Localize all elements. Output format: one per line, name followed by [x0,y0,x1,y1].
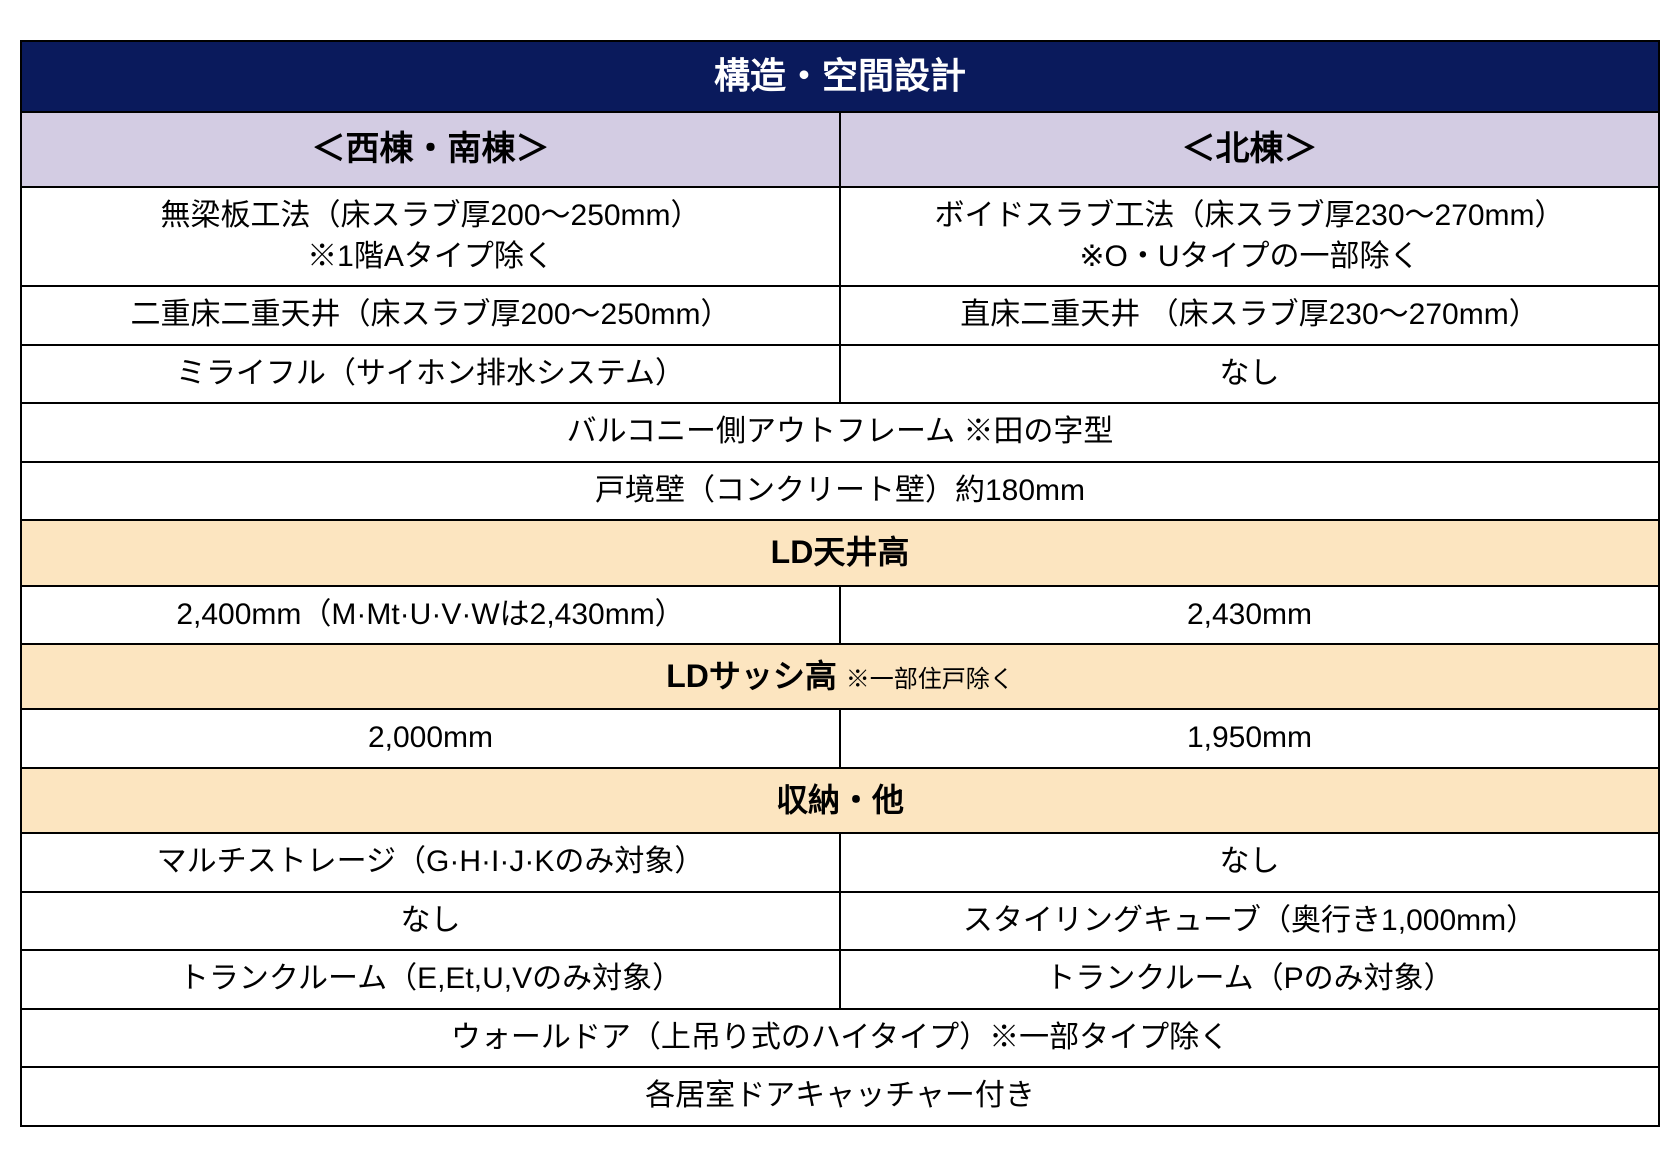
cell-span: バルコニー側アウトフレーム ※田の字型 [21,403,1659,462]
cell-span: ウォールドア（上吊り式のハイタイプ）※一部タイプ除く [21,1009,1659,1068]
cell-left: 2,400mm（M·Mt·U·V·Wは2,430mm） [21,586,840,645]
cell-left: なし [21,892,840,951]
cell-right: ボイドスラブ工法（床スラブ厚230〜270mm）※O・Uタイプの一部除く [840,187,1659,286]
section-row: LD天井高 [21,520,1659,585]
cell-left: 2,000mm [21,709,840,768]
cell-right: なし [840,345,1659,404]
section-label: 収納・他 [776,782,904,818]
cell-left: ミライフル（サイホン排水システム） [21,345,840,404]
section-row: 収納・他 [21,768,1659,833]
section-label: LDサッシ高 [666,658,837,694]
section-header-storage: 収納・他 [21,768,1659,833]
table-row: 戸境壁（コンクリート壁）約180mm [21,462,1659,521]
table-row: なし スタイリングキューブ（奥行き1,000mm） [21,892,1659,951]
table-row: マルチストレージ（G·H·I·J·Kのみ対象） なし [21,833,1659,892]
cell-left: 無梁板工法（床スラブ厚200〜250mm）※1階Aタイプ除く [21,187,840,286]
table-row: トランクルーム（E,Et,U,Vのみ対象） トランクルーム（Pのみ対象） [21,950,1659,1009]
table-row: 各居室ドアキャッチャー付き [21,1067,1659,1126]
cell-right: なし [840,833,1659,892]
table-title: 構造・空間設計 [21,41,1659,112]
cell-left: 二重床二重天井（床スラブ厚200〜250mm） [21,286,840,345]
cell-right: スタイリングキューブ（奥行き1,000mm） [840,892,1659,951]
cell-right: 直床二重天井 （床スラブ厚230〜270mm） [840,286,1659,345]
section-note: ※一部住戸除く [846,666,1014,693]
table-row: 無梁板工法（床スラブ厚200〜250mm）※1階Aタイプ除く ボイドスラブ工法（… [21,187,1659,286]
cell-right: 2,430mm [840,586,1659,645]
section-label: LD天井高 [771,534,910,570]
table-row: 二重床二重天井（床スラブ厚200〜250mm） 直床二重天井 （床スラブ厚230… [21,286,1659,345]
table-row: 2,000mm 1,950mm [21,709,1659,768]
cell-span: 各居室ドアキャッチャー付き [21,1067,1659,1126]
cell-right: トランクルーム（Pのみ対象） [840,950,1659,1009]
col-header-west-south: ＜西棟・南棟＞ [21,112,840,188]
table-row: バルコニー側アウトフレーム ※田の字型 [21,403,1659,462]
section-row: LDサッシ高 ※一部住戸除く [21,644,1659,709]
table-row: ウォールドア（上吊り式のハイタイプ）※一部タイプ除く [21,1009,1659,1068]
spec-table: 構造・空間設計 ＜西棟・南棟＞ ＜北棟＞ 無梁板工法（床スラブ厚200〜250m… [20,40,1660,1127]
section-header-ld-ceiling: LD天井高 [21,520,1659,585]
cell-span: 戸境壁（コンクリート壁）約180mm [21,462,1659,521]
table-row: 2,400mm（M·Mt·U·V·Wは2,430mm） 2,430mm [21,586,1659,645]
cell-left: トランクルーム（E,Et,U,Vのみ対象） [21,950,840,1009]
cell-left: マルチストレージ（G·H·I·J·Kのみ対象） [21,833,840,892]
cell-right: 1,950mm [840,709,1659,768]
table-row: ミライフル（サイホン排水システム） なし [21,345,1659,404]
col-header-north: ＜北棟＞ [840,112,1659,188]
section-header-ld-sash: LDサッシ高 ※一部住戸除く [21,644,1659,709]
